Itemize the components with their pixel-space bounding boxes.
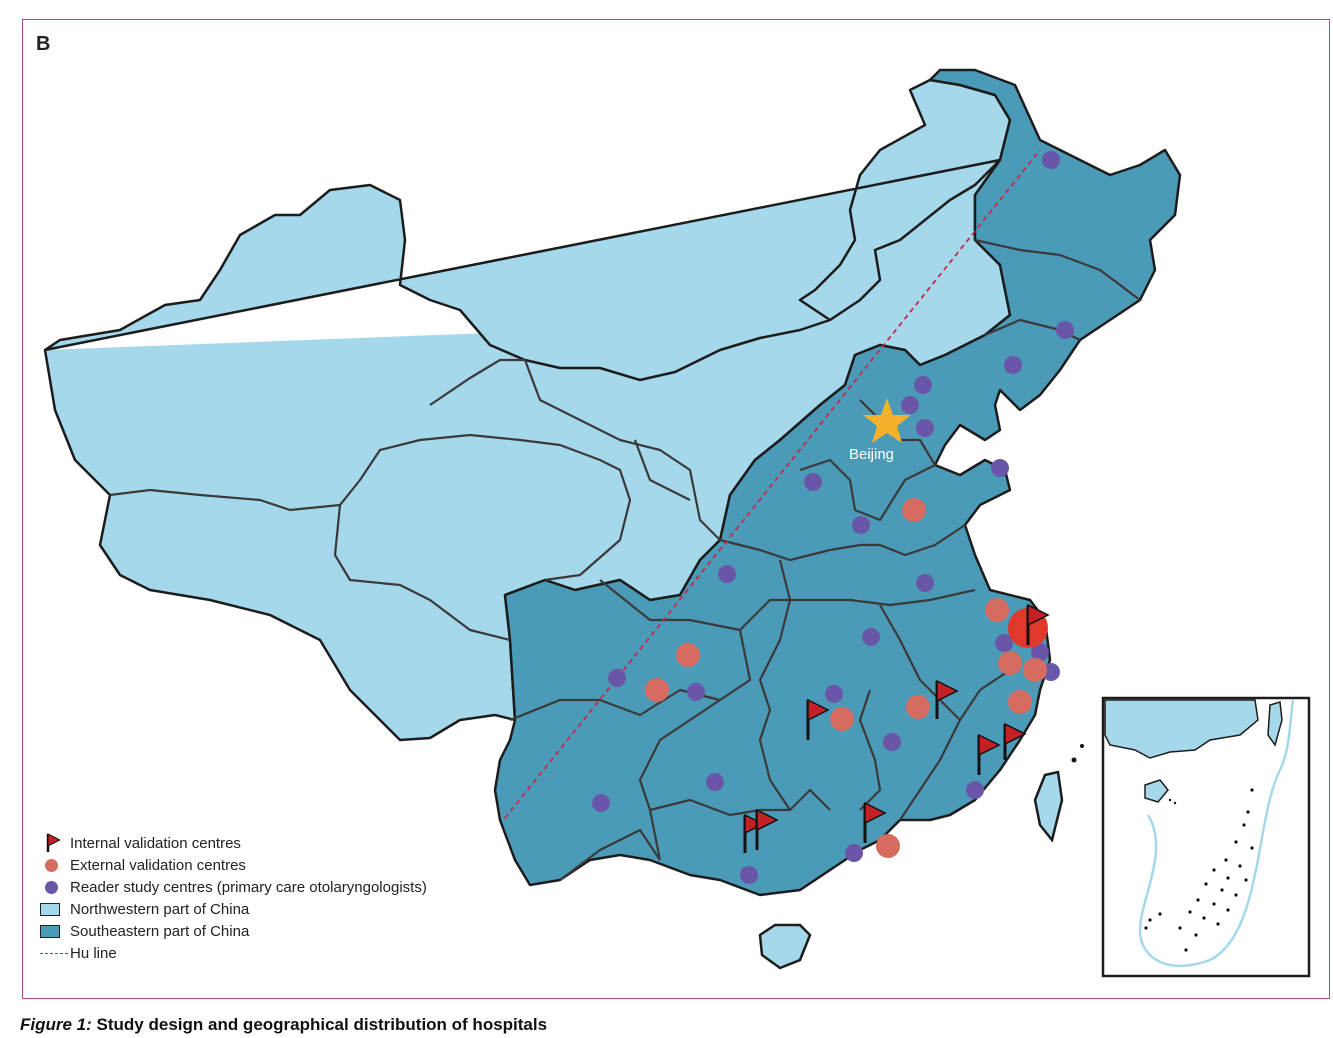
reader-centre bbox=[1056, 321, 1074, 339]
external-centre bbox=[676, 643, 700, 667]
hu-line bbox=[504, 149, 1041, 819]
taiwan-island bbox=[1033, 770, 1064, 843]
internal-flag-icon bbox=[743, 813, 765, 853]
external-centres bbox=[645, 498, 1047, 858]
caption-title: Study design and geographical distributi… bbox=[96, 1015, 548, 1034]
external-centre bbox=[830, 707, 854, 731]
reader-centre bbox=[995, 634, 1013, 652]
external-centre bbox=[1008, 690, 1032, 714]
internal-flag-icon bbox=[806, 698, 830, 740]
legend-item-reader: Reader study centres (primary care otola… bbox=[40, 876, 427, 898]
reader-centres bbox=[592, 151, 1074, 884]
reader-centre bbox=[825, 685, 843, 703]
legend-label: External validation centres bbox=[70, 856, 246, 874]
reader-centre bbox=[1004, 356, 1022, 374]
hainan-island bbox=[758, 923, 812, 970]
panel-letter: B bbox=[36, 33, 51, 55]
reader-centre bbox=[852, 516, 870, 534]
external-centre bbox=[1023, 658, 1047, 682]
legend-label: Hu line bbox=[70, 944, 117, 962]
legend-item-southeast: Southeastern part of China bbox=[40, 920, 427, 942]
reader-centre bbox=[706, 773, 724, 791]
reader-centre bbox=[845, 844, 863, 862]
external-centre bbox=[906, 695, 930, 719]
reader-centre bbox=[687, 683, 705, 701]
internal-flag-icon bbox=[935, 679, 959, 719]
legend-item-northwest: Northwestern part of China bbox=[40, 898, 427, 920]
map-legend: Internal validation centres External val… bbox=[40, 832, 427, 964]
legend-item-external: External validation centres bbox=[40, 854, 427, 876]
hu-line-swatch bbox=[40, 952, 68, 954]
beijing-star-icon bbox=[863, 398, 911, 443]
reader-centre bbox=[916, 419, 934, 437]
internal-flag-icon bbox=[1026, 603, 1050, 645]
external-centre bbox=[645, 678, 669, 702]
flag-icon bbox=[40, 833, 70, 853]
legend-item-internal: Internal validation centres bbox=[40, 832, 427, 854]
internal-flag-icon bbox=[863, 801, 887, 843]
reader-dot-icon bbox=[45, 880, 58, 894]
reader-centre bbox=[718, 565, 736, 583]
internal-flag-icon bbox=[1003, 722, 1027, 760]
external-centre bbox=[876, 834, 900, 858]
legend-item-huline: Hu line bbox=[40, 942, 427, 964]
southeast-swatch bbox=[40, 924, 60, 938]
beijing-label: Beijing bbox=[849, 446, 895, 463]
reader-centre bbox=[1042, 151, 1060, 169]
reader-centre bbox=[883, 733, 901, 751]
reader-centre bbox=[1031, 643, 1049, 661]
internal-flag-icon bbox=[977, 733, 1001, 775]
external-centre bbox=[985, 598, 1009, 622]
caption-figure-number: Figure 1: bbox=[20, 1015, 92, 1034]
legend-label: Internal validation centres bbox=[70, 834, 241, 852]
legend-label: Northwestern part of China bbox=[70, 900, 250, 918]
legend-label: Southeastern part of China bbox=[70, 922, 250, 940]
reader-centre bbox=[862, 628, 880, 646]
reader-centre bbox=[914, 376, 932, 394]
south-china-sea-inset bbox=[1101, 696, 1311, 978]
reader-centre bbox=[916, 574, 934, 592]
legend-label: Reader study centres (primary care otola… bbox=[70, 878, 427, 896]
reader-centre bbox=[608, 669, 626, 687]
external-centre bbox=[998, 651, 1022, 675]
reader-centre bbox=[966, 781, 984, 799]
reader-centre bbox=[592, 794, 610, 812]
northwest-swatch bbox=[40, 902, 60, 916]
reader-centre bbox=[901, 396, 919, 414]
reader-centre bbox=[740, 866, 758, 884]
reader-centre bbox=[804, 473, 822, 491]
reader-centre bbox=[991, 459, 1009, 477]
external-dot-icon bbox=[45, 858, 58, 872]
external-centre bbox=[902, 498, 926, 522]
figure-caption: Figure 1: Study design and geographical … bbox=[20, 1015, 547, 1035]
internal-flags bbox=[743, 603, 1050, 853]
internal-flag-icon bbox=[755, 808, 779, 850]
